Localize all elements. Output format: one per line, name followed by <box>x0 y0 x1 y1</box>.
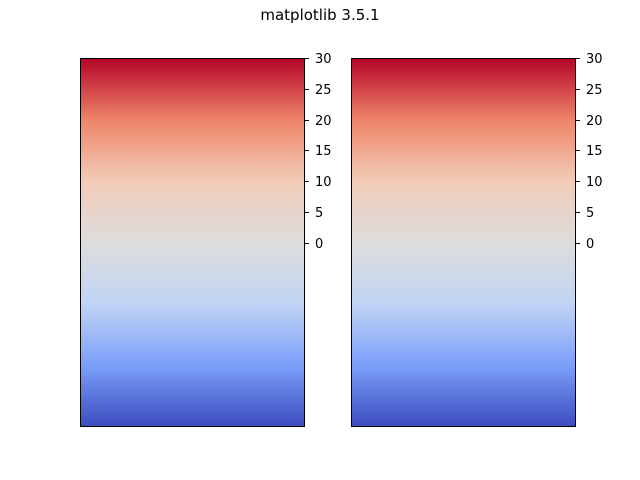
ytick-label: 15 <box>315 144 332 159</box>
figure-title: matplotlib 3.5.1 <box>260 6 380 24</box>
ytick-label: 15 <box>586 144 603 159</box>
axes-frame <box>351 58 576 427</box>
ytick-label: 5 <box>315 206 323 221</box>
ytick-label: 20 <box>315 114 332 129</box>
colormap-image <box>351 58 576 427</box>
colorbar-panel-right: 0 5 10 15 20 25 30 <box>351 52 603 427</box>
ytick-label: 25 <box>586 83 603 98</box>
colorbar-panel-left: 0 5 10 15 20 25 30 <box>80 52 332 427</box>
ytick-label: 20 <box>586 114 603 129</box>
ytick-label: 10 <box>586 175 603 190</box>
ytick-label: 10 <box>315 175 332 190</box>
colormap-image <box>80 58 305 427</box>
ytick-label: 25 <box>315 83 332 98</box>
axes-frame <box>80 58 305 427</box>
ytick-label: 5 <box>586 206 594 221</box>
ytick-label: 0 <box>315 237 323 252</box>
ytick-label: 30 <box>315 52 332 67</box>
ytick-label: 0 <box>586 237 594 252</box>
ytick-label: 30 <box>586 52 603 67</box>
